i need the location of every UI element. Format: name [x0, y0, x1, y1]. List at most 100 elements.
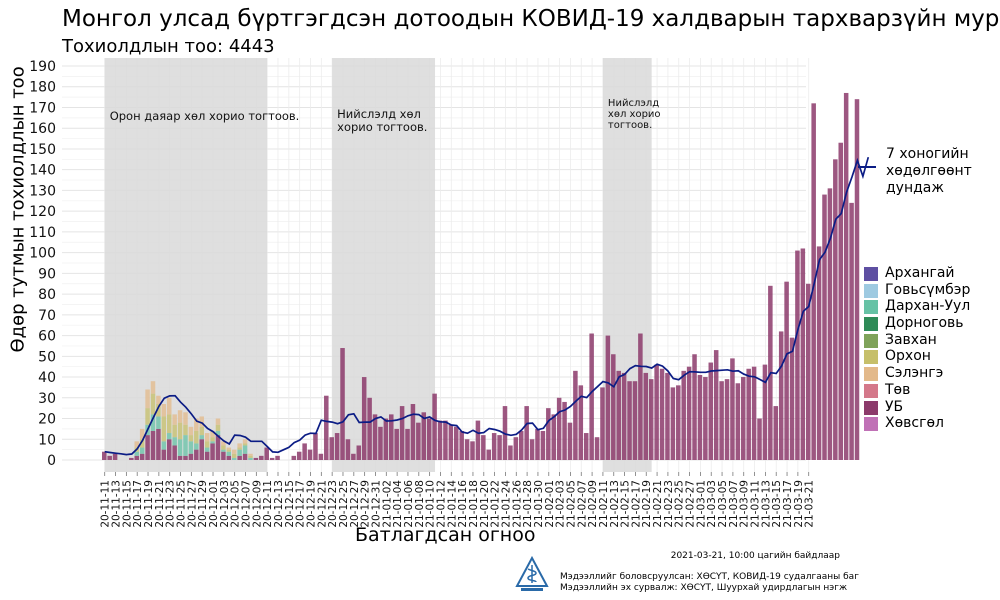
bar-segment [194, 443, 199, 450]
bar-ub [221, 451, 226, 460]
bar-segment [177, 422, 183, 440]
x-tick-label: 21-02-01 [544, 480, 556, 528]
legend-swatch [864, 350, 878, 365]
y-tick-label: 10 [38, 432, 56, 448]
bar-ub [464, 439, 470, 460]
bar-segment [183, 424, 188, 436]
bar-ub [567, 422, 573, 460]
bar-segment [215, 418, 221, 425]
bar-ub [264, 447, 269, 460]
bar-segment [134, 441, 140, 448]
bar-ub [416, 422, 421, 460]
y-tick-label: 60 [38, 329, 56, 345]
bar-ub [849, 202, 854, 460]
bar-ub [757, 418, 762, 460]
bar-segment [177, 410, 183, 423]
bar-segment [221, 449, 226, 452]
x-tick-label: 21-02-13 [609, 480, 621, 528]
y-tick-label: 170 [29, 100, 56, 116]
bar-ub [405, 428, 410, 460]
footer-source: Мэдээллийн эх сурвалж: ХӨСҮТ, Шуурхай уд… [560, 583, 848, 593]
bar-segment [248, 453, 253, 456]
bar-ub [562, 401, 567, 460]
legend-swatch [864, 333, 878, 348]
x-tick-label: 21-03-05 [717, 480, 729, 528]
bar-segment [204, 433, 210, 442]
bar-ub [540, 430, 546, 460]
bar-ub [800, 248, 806, 460]
bar-segment [156, 404, 161, 417]
bar-ub [648, 379, 654, 460]
bar-ub [762, 364, 768, 460]
moving-average-line [104, 156, 870, 456]
x-tick-label: 21-01-10 [425, 480, 437, 528]
bar-ub [134, 455, 140, 460]
bar-ub [676, 385, 681, 460]
bar-ub [778, 331, 784, 460]
bar-segment [226, 451, 232, 456]
x-tick-label: 21-01-08 [414, 480, 426, 528]
bar-ub [107, 455, 112, 460]
bar-segment [210, 441, 215, 444]
bar-ub [491, 433, 497, 460]
bar-segment [242, 439, 248, 444]
bar-ub [237, 455, 242, 460]
legend-label: Архангай [885, 265, 955, 281]
bar-ub [177, 455, 183, 460]
x-tick-label: 21-01-12 [435, 480, 447, 528]
x-tick-label: 21-03-15 [771, 480, 783, 528]
footer-timestamp: 2021-03-21, 10:00 цагийн байдлаар [670, 551, 840, 561]
bar-ub [735, 383, 741, 460]
bar-ub [621, 372, 627, 460]
bar-ub [448, 424, 454, 460]
x-tick-label: 21-02-09 [587, 480, 599, 528]
bar-ub [681, 370, 686, 460]
bar-ub [795, 250, 800, 460]
x-tick-label: 21-02-15 [620, 480, 632, 528]
x-tick-label: 20-11-17 [132, 480, 144, 528]
x-tick-label: 21-02-05 [565, 480, 577, 528]
x-tick-label: 20-12-11 [262, 480, 274, 528]
bar-segment [204, 441, 210, 448]
y-tick-label: 50 [38, 349, 56, 365]
bar-ub [773, 406, 779, 460]
logo-emblem-icon [515, 556, 549, 591]
legend-swatch [864, 317, 878, 332]
bar-ub [242, 453, 248, 460]
bar-segment [183, 412, 188, 425]
bar-ub [361, 377, 367, 460]
legend-label: Дорноговь [885, 315, 964, 332]
x-tick-label: 21-01-02 [381, 480, 393, 528]
bar-ub [470, 441, 475, 460]
legend-label: Завхан [885, 331, 937, 348]
bar-ub [275, 455, 280, 460]
bar-ub [556, 397, 562, 460]
bar-ub [324, 395, 329, 460]
shading-annotations: Орон даяар хөл хорио тогтоов. Нийслэлд хө… [110, 98, 661, 134]
bar-segment [221, 441, 226, 446]
bar-segment [210, 430, 215, 438]
bar-ub [611, 354, 616, 460]
bar-segment [145, 408, 150, 425]
x-tick-label: 20-12-21 [316, 480, 328, 528]
bar-segment [172, 424, 177, 438]
bar-ub [703, 377, 708, 460]
legend-label: Хөвсгөл [885, 415, 944, 432]
bar-ub [383, 418, 389, 460]
bar-ub [269, 457, 275, 460]
x-tick-label: 20-12-01 [208, 480, 220, 528]
x-tick-label: 20-11-29 [197, 480, 209, 528]
x-tick-label: 21-02-03 [555, 480, 567, 528]
bar-ub [746, 368, 751, 460]
bar-ub [811, 103, 816, 460]
bar-segment [248, 455, 253, 458]
bar-ub [713, 350, 719, 460]
bar-ub [546, 408, 551, 460]
x-tick-label: 20-11-15 [121, 480, 133, 528]
bar-ub [443, 420, 448, 460]
x-tick-label: 20-12-29 [360, 480, 372, 528]
bar-ub [659, 368, 665, 460]
bar-ub [475, 420, 481, 460]
bar-segment [166, 433, 172, 440]
bar-ub [215, 435, 221, 460]
